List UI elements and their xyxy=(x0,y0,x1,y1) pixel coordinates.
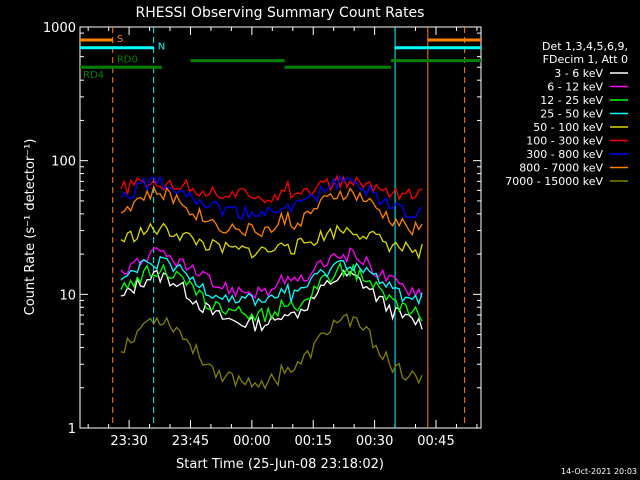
legend-header-line-2: FDecim 1, Att 0 xyxy=(543,53,628,66)
series-line xyxy=(120,184,423,238)
state-bar-label: S xyxy=(117,34,123,45)
legend-label: 800 - 7000 keV xyxy=(519,162,603,175)
state-bar-label: N xyxy=(158,42,165,53)
state-bar-label: RD0 xyxy=(117,55,138,66)
legend: Det 1,3,4,5,6,9, FDecim 1, Att 0 3 - 6 k… xyxy=(505,40,628,188)
x-tick-label: 00:00 xyxy=(233,434,270,449)
legend-label: 25 - 50 keV xyxy=(540,108,603,121)
y-tick-label: 1 xyxy=(68,422,76,437)
x-tick-label: 00:15 xyxy=(295,434,332,449)
legend-label: 100 - 300 keV xyxy=(526,135,603,148)
x-tick-label: 00:30 xyxy=(356,434,393,449)
x-tick-label: 23:45 xyxy=(172,434,209,449)
legend-label: 3 - 6 keV xyxy=(554,67,603,80)
plot-area: 1 10 100 1000 23:30 23:45 00:00 00:15 00:30 00:45… xyxy=(43,21,482,449)
series-line xyxy=(120,174,423,220)
x-axis-label: Start Time (25-Jun-08 23:18:02) xyxy=(176,457,384,472)
legend-label: 7000 - 15000 keV xyxy=(505,175,603,188)
y-tick-label: 100 xyxy=(51,155,76,170)
series-line xyxy=(120,269,423,332)
series-line xyxy=(120,313,423,390)
x-tick-label: 23:30 xyxy=(110,434,147,449)
series-line xyxy=(120,261,423,323)
state-bar-label: RD4 xyxy=(83,70,104,81)
x-tick-label: 00:45 xyxy=(417,434,454,449)
series-line xyxy=(120,247,423,300)
chart-title: RHESSI Observing Summary Count Rates xyxy=(136,5,425,21)
series-line xyxy=(120,255,423,307)
y-axis-label: Count Rate (s⁻¹ detector⁻¹) xyxy=(23,139,38,316)
legend-header-line-1: Det 1,3,4,5,6,9, xyxy=(542,40,628,53)
series-line xyxy=(120,222,423,261)
legend-label: 300 - 800 keV xyxy=(526,148,603,161)
y-tick-label: 1000 xyxy=(43,21,76,36)
legend-label: 12 - 25 keV xyxy=(540,94,603,107)
footer-date: 14-Oct-2021 20:03 xyxy=(561,467,637,476)
legend-label: 50 - 100 keV xyxy=(533,121,603,134)
series-line xyxy=(120,174,423,204)
plot-frame xyxy=(79,26,482,429)
y-tick-label: 10 xyxy=(59,288,76,303)
legend-label: 6 - 12 keV xyxy=(547,81,603,94)
